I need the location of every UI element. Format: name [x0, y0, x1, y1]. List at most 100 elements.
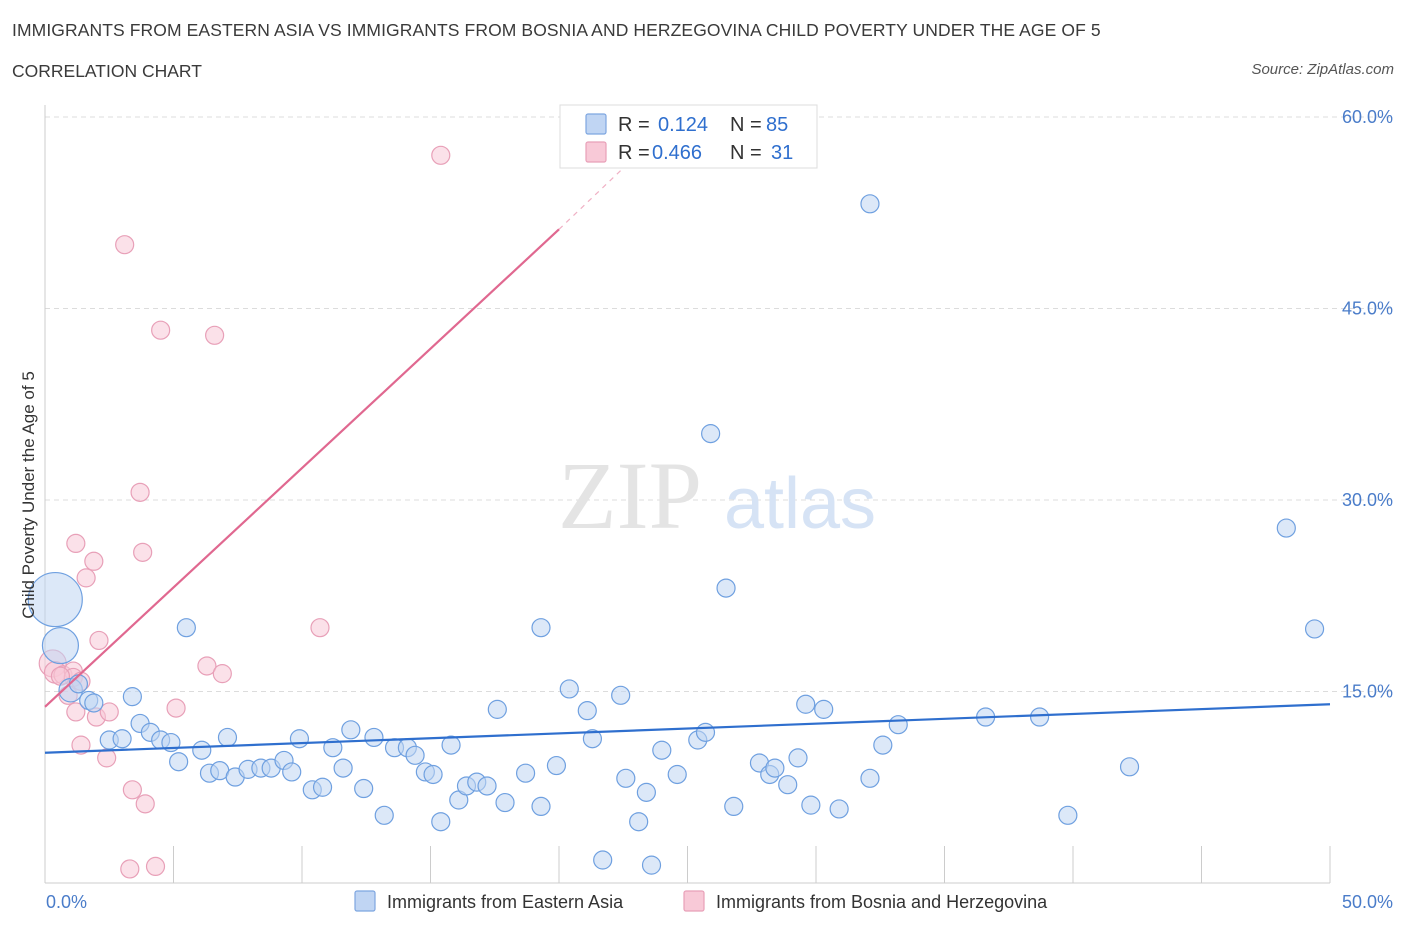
series-eastern-asia-points	[27, 194, 1325, 875]
eastern-asia-point	[829, 799, 849, 819]
eastern-asia-point	[860, 194, 880, 214]
eastern-asia-point	[788, 748, 808, 768]
eastern-asia-point	[801, 795, 821, 815]
y-tick-label: 60.0%	[1342, 107, 1393, 127]
trend-lines	[44, 167, 1331, 754]
eastern-asia-point	[495, 792, 515, 813]
eastern-asia-point	[531, 618, 551, 638]
eastern-asia-point	[515, 763, 536, 783]
source-credit: Source: ZipAtlas.com	[1251, 61, 1394, 78]
bosnia-point	[130, 482, 150, 502]
eastern-asia-point	[289, 729, 310, 749]
eastern-asia-point	[701, 424, 721, 444]
eastern-asia-point	[441, 735, 461, 755]
eastern-asia-point	[41, 626, 80, 665]
eastern-asia-point	[431, 812, 451, 832]
eastern-asia-point	[1029, 707, 1050, 727]
axes	[44, 105, 1331, 884]
series-legend: Immigrants from Eastern Asia Immigrants …	[354, 890, 1048, 912]
eastern-asia-point	[169, 752, 189, 772]
legend-swatch-eastern-asia	[354, 890, 376, 912]
bosnia-point	[151, 320, 171, 340]
eastern-asia-point	[531, 796, 551, 817]
eastern-asia-point	[68, 674, 89, 694]
eastern-asia-point	[84, 693, 104, 713]
trend-line-bosnia	[44, 228, 560, 708]
legend-r-label-1: R =	[618, 114, 650, 136]
eastern-asia-point	[636, 782, 656, 802]
legend-r-label-2: R =	[618, 142, 650, 164]
eastern-asia-point	[1058, 805, 1078, 825]
bosnia-point	[120, 859, 140, 879]
bosnia-point	[197, 656, 217, 676]
legend-swatch-bosnia	[683, 890, 705, 912]
eastern-asia-point	[477, 776, 497, 796]
chart-subtitle: CORRELATION CHART	[12, 61, 202, 81]
eastern-asia-point	[341, 720, 361, 740]
eastern-asia-point	[888, 715, 908, 735]
bosnia-point	[66, 533, 86, 554]
eastern-asia-point	[765, 758, 785, 778]
y-axis-label: Child Poverty Under the Age of 5	[19, 371, 38, 619]
eastern-asia-point	[1119, 757, 1140, 777]
bosnia-point	[310, 618, 330, 638]
x-tick-label: 0.0%	[46, 892, 87, 912]
chart-title: IMMIGRANTS FROM EASTERN ASIA VS IMMIGRAN…	[12, 20, 1101, 40]
bosnia-point	[76, 568, 96, 588]
eastern-asia-point	[27, 571, 83, 628]
eastern-asia-point	[716, 578, 736, 598]
eastern-asia-point	[354, 778, 374, 799]
bosnia-point	[205, 325, 225, 345]
eastern-asia-point	[282, 762, 302, 782]
eastern-asia-point	[176, 618, 196, 638]
eastern-asia-point	[405, 745, 425, 765]
eastern-asia-point	[487, 699, 507, 719]
bosnia-point	[115, 235, 135, 255]
watermark-zip: ZIP	[558, 442, 702, 549]
grid-lines	[45, 116, 1395, 692]
bosnia-point	[133, 542, 153, 562]
bosnia-point	[212, 664, 232, 684]
tick-labels: 15.0% 30.0% 45.0% 60.0% 0.0% 50.0%	[46, 107, 1393, 912]
eastern-asia-point	[873, 735, 893, 755]
eastern-asia-point	[192, 740, 212, 760]
eastern-asia-point	[814, 699, 834, 719]
correlation-legend: R = 0.124 N = 85 R = 0.466 N = 31	[559, 104, 818, 169]
eastern-asia-point	[333, 758, 353, 778]
eastern-asia-point	[724, 796, 744, 817]
eastern-asia-point	[112, 729, 132, 749]
bosnia-point	[135, 794, 155, 814]
eastern-asia-point	[652, 740, 672, 760]
eastern-asia-point	[1276, 518, 1296, 538]
bosnia-point	[166, 698, 186, 718]
eastern-asia-point	[695, 722, 716, 742]
bosnia-point	[89, 630, 109, 651]
eastern-asia-point	[611, 685, 631, 705]
eastern-asia-point	[778, 775, 798, 795]
eastern-asia-point	[312, 777, 333, 797]
eastern-asia-point	[546, 755, 567, 776]
y-tick-label: 30.0%	[1342, 490, 1393, 510]
bosnia-point	[122, 780, 142, 800]
bosnia-point	[66, 702, 86, 722]
legend-n-label-2: N =	[730, 142, 762, 164]
legend-n-label-1: N =	[730, 114, 762, 136]
legend-r-value-2: 0.466	[652, 142, 702, 164]
eastern-asia-point	[559, 679, 579, 699]
eastern-asia-point	[667, 764, 687, 785]
trend-line-bosnia-extension	[558, 167, 624, 230]
eastern-asia-point	[593, 850, 613, 870]
eastern-asia-point	[374, 805, 394, 825]
trend-line-eastern-asia	[44, 703, 1331, 754]
legend-n-value-1: 85	[766, 114, 788, 136]
legend-swatch-pink	[585, 141, 607, 163]
bosnia-point	[71, 735, 91, 755]
eastern-asia-point	[423, 764, 443, 785]
bosnia-point	[145, 856, 166, 877]
eastern-asia-point	[860, 768, 880, 788]
bosnia-point	[84, 551, 104, 571]
legend-swatch-blue	[585, 113, 607, 135]
bosnia-point	[99, 702, 119, 722]
eastern-asia-point	[641, 855, 662, 875]
